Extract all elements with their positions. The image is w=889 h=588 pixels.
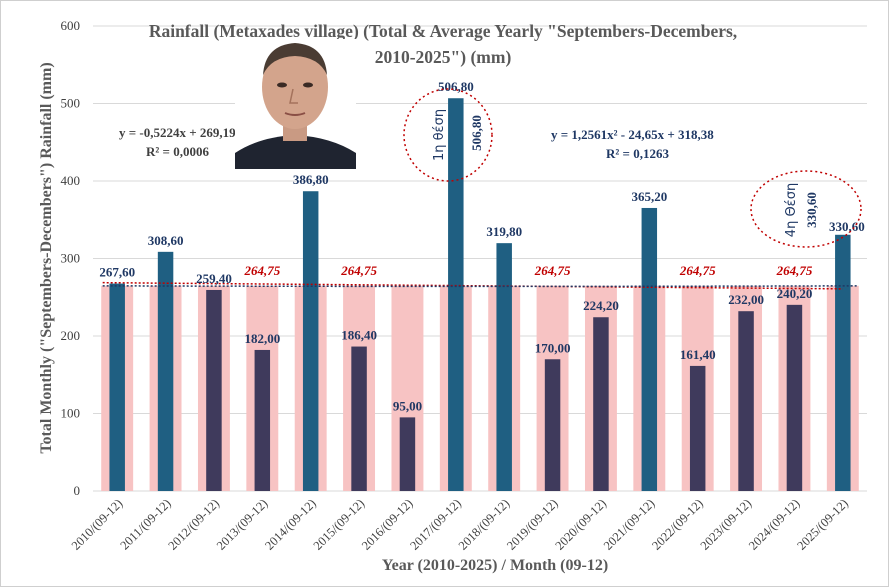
trendline-poly-r2: R² = 0,1263 (606, 146, 669, 161)
value-label: 161,40 (680, 347, 716, 362)
trendline-linear-r2: R² = 0,0006 (146, 144, 209, 159)
value-label: 319,80 (486, 224, 522, 239)
y-tick-label: 200 (61, 328, 81, 343)
total-bar (641, 207, 658, 491)
value-label: 506,80 (438, 79, 474, 94)
x-axis-title: Year (2010-2025) / Month (09-12) (382, 557, 608, 574)
x-tick-label: 2024/(09-12) (746, 496, 803, 553)
rank-1-circle (403, 88, 493, 182)
x-tick-label: 2011/(09-12) (117, 496, 173, 552)
chart-title-line2: 2010-2025") (mm) (375, 47, 512, 67)
total-bar (544, 359, 561, 491)
y-axis-title: Total Monthly ("Septembers-Decembers") R… (38, 62, 55, 453)
y-tick-label: 300 (61, 251, 81, 266)
total-bar (157, 251, 174, 491)
x-tick-label: 2025/(09-12) (794, 496, 851, 553)
total-bar (786, 304, 803, 491)
rank-4-value: 330,60 (804, 192, 819, 228)
x-tick-label: 2016/(09-12) (359, 496, 416, 553)
average-label: 264,75 (340, 263, 377, 278)
y-tick-label: 100 (61, 406, 81, 421)
rank-4-label: 4η Θέση (784, 183, 799, 237)
x-tick-label: 2021/(09-12) (601, 496, 658, 553)
x-tick-label: 2020/(09-12) (553, 496, 610, 553)
x-tick-label: 2014/(09-12) (262, 496, 319, 553)
y-tick-label: 500 (61, 96, 81, 111)
average-label: 264,75 (243, 263, 280, 278)
value-label: 182,00 (244, 331, 280, 346)
value-label: 95,00 (393, 398, 422, 413)
value-label: 330,60 (829, 219, 865, 234)
average-label: 264,75 (776, 263, 813, 278)
x-tick-label: 2010/(09-12) (69, 496, 126, 553)
chart-title-line1: Rainfall (Metaxades village) (Total & Av… (149, 21, 737, 41)
total-bar (835, 234, 851, 491)
y-tick-label: 600 (61, 18, 81, 33)
total-bar (302, 191, 319, 492)
total-bar (496, 243, 512, 491)
value-label: 267,60 (99, 265, 135, 280)
value-label: 308,60 (148, 233, 184, 248)
total-bar (448, 98, 464, 491)
value-label: 240,20 (777, 286, 813, 301)
x-tick-labels: 2010/(09-12)2011/(09-12)2012/(09-12)2013… (69, 496, 851, 553)
trendline-poly-equation: y = 1,2561x² - 24,65x + 318,38 (551, 127, 714, 142)
total-bar (206, 289, 222, 491)
x-tick-label: 2012/(09-12) (166, 496, 223, 553)
x-tick-label: 2013/(09-12) (214, 496, 271, 553)
rank-4-circle (750, 170, 862, 248)
value-label: 386,80 (293, 172, 329, 187)
x-tick-label: 2019/(09-12) (504, 496, 561, 553)
trendline-linear-equation: y = -0,5224x + 269,19 (119, 125, 236, 140)
trendline-polynomial (102, 285, 858, 288)
value-label: 186,40 (341, 328, 377, 343)
x-tick-label: 2018/(09-12) (456, 496, 513, 553)
total-bar (254, 349, 271, 491)
value-label: 365,20 (631, 189, 667, 204)
trendline-linear (102, 281, 843, 290)
portrait-photo (235, 39, 356, 169)
value-label: 232,00 (728, 292, 764, 307)
value-label: 170,00 (535, 340, 571, 355)
value-label: 224,20 (583, 298, 619, 313)
x-tick-label: 2015/(09-12) (311, 496, 368, 553)
rank-1-value: 506,80 (469, 115, 484, 151)
average-label: 264,75 (534, 263, 571, 278)
value-label: 259,40 (196, 271, 232, 286)
y-tick-labels: 0 100 200 300 400 500 600 (61, 18, 81, 498)
total-bar (399, 417, 416, 491)
y-tick-label: 400 (61, 173, 81, 188)
y-tick-label: 0 (74, 483, 81, 498)
total-bar (689, 365, 706, 491)
trendlines (102, 281, 858, 290)
average-label: 264,75 (679, 263, 716, 278)
total-bars (109, 98, 851, 492)
total-bar (593, 317, 609, 491)
total-bar (351, 346, 367, 491)
total-bar (738, 311, 754, 491)
x-tick-label: 2017/(09-12) (407, 496, 464, 553)
x-tick-label: 2022/(09-12) (649, 496, 706, 553)
data-labels: 267,60 308,60 259,40 182,00 386,80 186,40 95,0… (99, 79, 864, 413)
rank-1-label: 1η θέση (432, 109, 447, 161)
x-tick-label: 2023/(09-12) (698, 496, 755, 553)
total-bar (109, 283, 125, 491)
